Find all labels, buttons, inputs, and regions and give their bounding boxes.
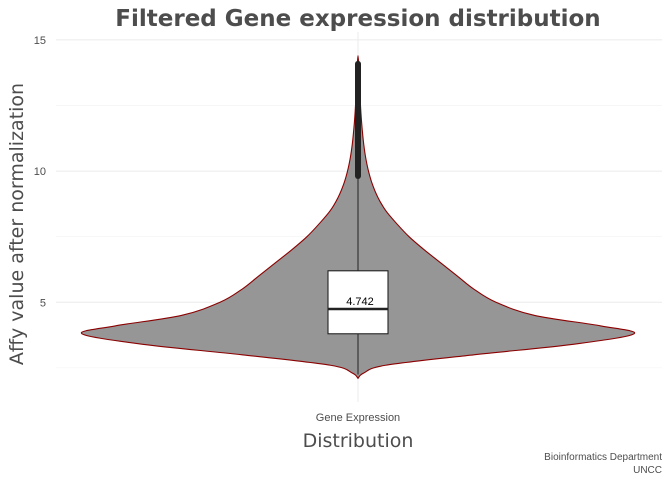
y-tick-label: 10 [34,166,46,178]
y-tick-label: 15 [34,35,46,47]
caption-institution: UNCC [633,465,662,476]
median-label: 4.742 [346,296,374,308]
x-axis-title: Distribution [303,430,414,452]
y-tick-label: 5 [40,297,46,309]
y-axis-title: Affy value after normalization [6,83,28,365]
boxplot-box [327,270,389,335]
y-axis-ticks: 5 10 15 [34,35,46,309]
outlier-points [355,60,361,179]
chart-title: Filtered Gene expression distribution [115,6,600,32]
caption-department: Bioinformatics Department [544,452,662,463]
x-tick-label: Gene Expression [316,412,400,424]
